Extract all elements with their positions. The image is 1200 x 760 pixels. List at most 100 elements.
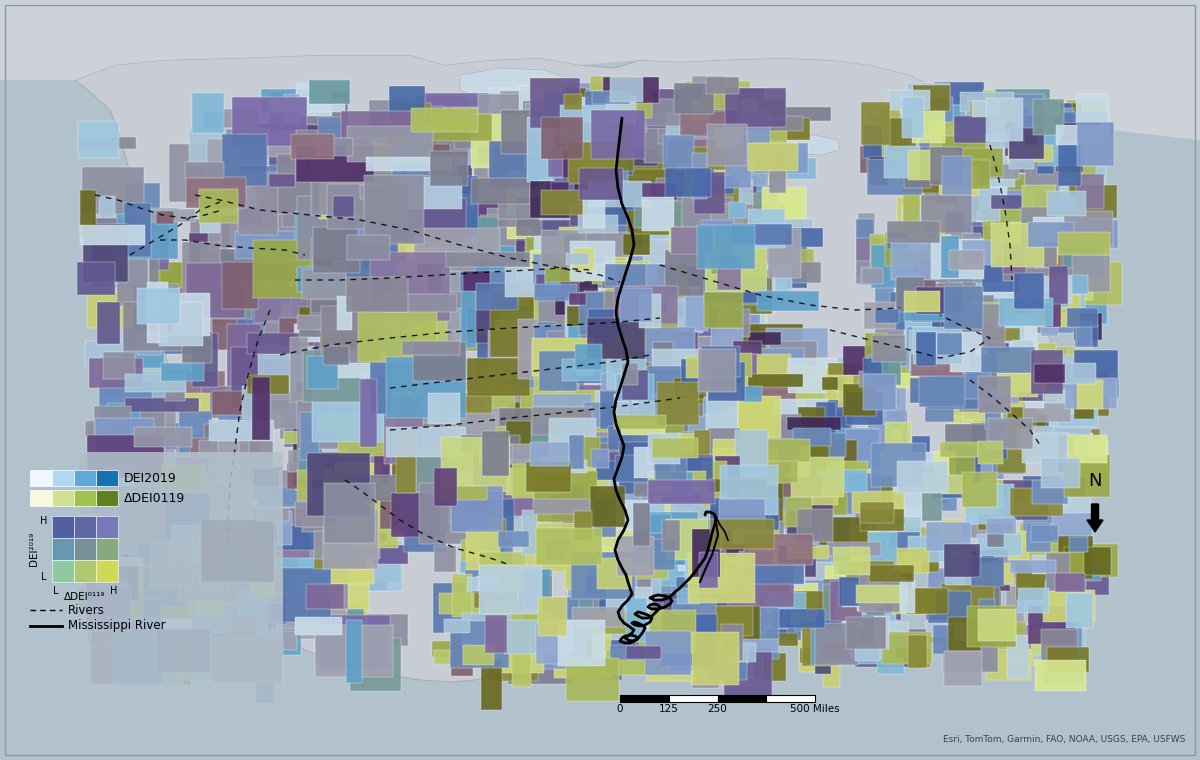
Bar <box>694 290 743 316</box>
Bar <box>332 356 360 371</box>
Bar <box>862 102 890 145</box>
Bar <box>456 413 497 473</box>
Bar <box>668 195 713 220</box>
Bar <box>366 157 451 171</box>
Bar <box>74 538 96 560</box>
Bar <box>654 542 707 567</box>
Bar <box>257 537 307 578</box>
Bar <box>1068 185 1116 217</box>
Bar <box>392 410 431 478</box>
Bar <box>362 475 434 501</box>
Bar <box>1063 246 1104 277</box>
Bar <box>742 348 804 366</box>
Bar <box>204 423 229 488</box>
Bar <box>52 490 74 506</box>
Bar <box>791 457 844 497</box>
Bar <box>1045 581 1085 613</box>
Bar <box>702 597 750 651</box>
Bar <box>190 128 269 166</box>
Bar <box>1010 222 1058 264</box>
Bar <box>179 534 258 554</box>
Bar <box>542 128 569 186</box>
Bar <box>604 597 653 641</box>
Bar <box>610 104 647 131</box>
Bar <box>505 423 550 462</box>
Bar <box>1032 238 1076 274</box>
Bar <box>96 538 118 560</box>
Bar <box>488 166 523 225</box>
Bar <box>418 473 488 540</box>
Bar <box>254 287 325 324</box>
Bar <box>620 695 668 702</box>
Bar <box>1024 476 1058 489</box>
Bar <box>1027 410 1054 454</box>
Bar <box>774 486 811 527</box>
Bar <box>727 290 774 314</box>
Bar <box>973 443 1003 480</box>
Bar <box>748 332 781 345</box>
Bar <box>191 438 232 464</box>
Bar <box>998 625 1040 661</box>
Bar <box>557 391 600 418</box>
Bar <box>754 633 798 646</box>
Bar <box>270 549 330 597</box>
Bar <box>407 155 436 214</box>
Bar <box>750 228 796 263</box>
Bar <box>695 387 736 413</box>
Bar <box>673 337 720 383</box>
Bar <box>948 166 988 183</box>
Bar <box>696 550 726 581</box>
Bar <box>552 147 610 195</box>
Bar <box>798 407 826 435</box>
Bar <box>373 186 398 250</box>
Bar <box>617 264 676 297</box>
Bar <box>380 499 460 529</box>
Bar <box>757 362 776 403</box>
Bar <box>433 421 481 477</box>
Bar <box>1032 163 1075 176</box>
Bar <box>994 556 1043 584</box>
Bar <box>1058 363 1096 384</box>
Bar <box>412 386 444 446</box>
Bar <box>859 569 900 613</box>
Bar <box>1052 643 1080 665</box>
Bar <box>1022 378 1043 401</box>
Bar <box>1027 372 1064 399</box>
Bar <box>319 277 342 296</box>
Bar <box>1033 426 1052 442</box>
Bar <box>190 233 208 291</box>
Bar <box>529 286 546 312</box>
Bar <box>124 500 191 565</box>
Bar <box>437 242 452 297</box>
Bar <box>266 233 319 264</box>
Bar <box>490 291 534 356</box>
Bar <box>554 178 575 191</box>
Bar <box>674 525 727 561</box>
Bar <box>619 287 652 322</box>
Bar <box>221 604 239 623</box>
Bar <box>258 346 328 401</box>
Bar <box>713 107 733 156</box>
Polygon shape <box>630 88 685 138</box>
Bar <box>716 255 742 290</box>
Bar <box>749 482 781 508</box>
Bar <box>972 302 1016 321</box>
Bar <box>610 451 646 473</box>
Bar <box>742 270 773 315</box>
Bar <box>488 633 538 681</box>
Bar <box>570 122 635 171</box>
Bar <box>988 360 1006 373</box>
Bar <box>980 397 1001 413</box>
Bar <box>811 518 850 562</box>
Bar <box>962 483 997 514</box>
Bar <box>222 134 266 186</box>
Bar <box>486 616 508 653</box>
Bar <box>313 531 380 559</box>
Bar <box>289 337 308 402</box>
Bar <box>1020 531 1050 546</box>
Bar <box>760 621 780 639</box>
Bar <box>709 498 779 530</box>
Bar <box>426 264 460 326</box>
Bar <box>887 220 941 242</box>
Bar <box>874 578 907 600</box>
